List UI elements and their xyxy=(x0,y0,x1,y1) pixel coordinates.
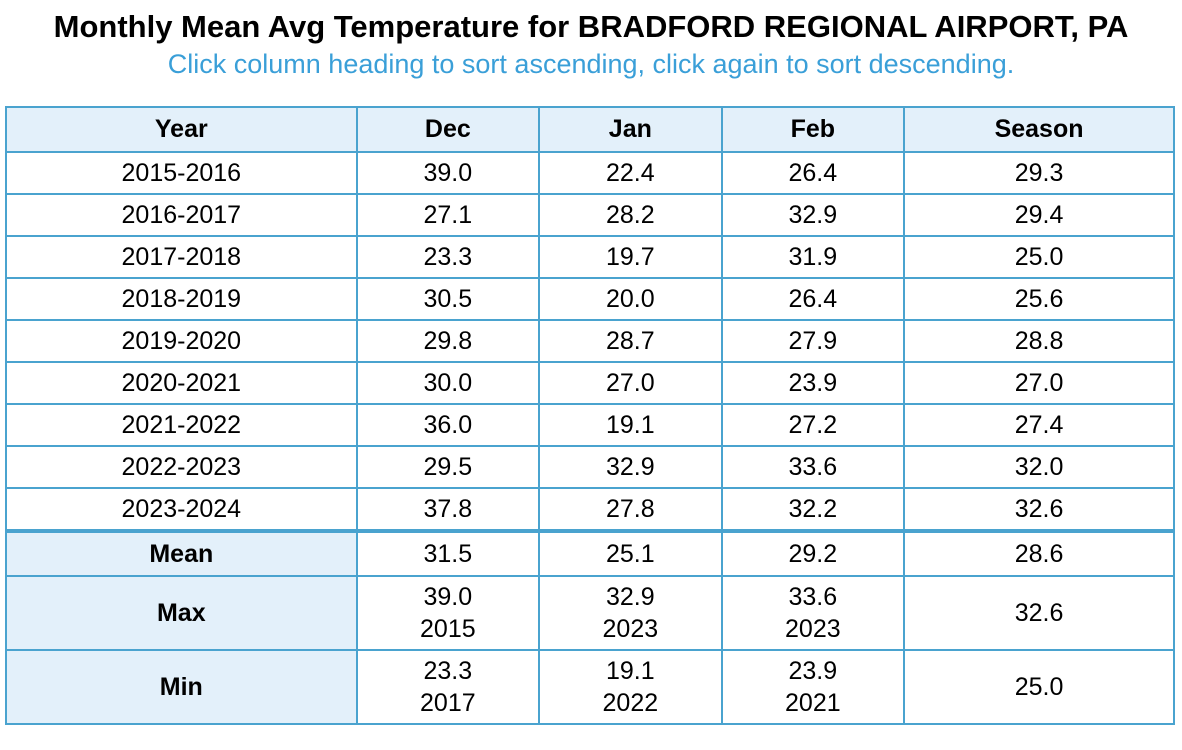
max-jan-year: 2023 xyxy=(602,615,659,643)
cell-year: 2016-2017 xyxy=(5,193,358,237)
cell-year: 2017-2018 xyxy=(5,235,358,279)
cell-feb: 26.4 xyxy=(720,151,906,195)
max-season: 32.6 xyxy=(903,575,1175,651)
cell-feb: 32.2 xyxy=(720,487,906,533)
cell-season: 27.4 xyxy=(903,403,1175,447)
cell-dec: 37.8 xyxy=(355,487,541,533)
table-row: 2016-2017 27.1 28.2 32.9 29.4 xyxy=(5,193,1175,237)
table-row: 2021-2022 36.0 19.1 27.2 27.4 xyxy=(5,403,1175,447)
cell-jan: 28.7 xyxy=(538,319,723,363)
cell-dec: 36.0 xyxy=(355,403,541,447)
summary-label-mean: Mean xyxy=(5,530,358,577)
table-row: 2017-2018 23.3 19.7 31.9 25.0 xyxy=(5,235,1175,279)
cell-season: 25.0 xyxy=(903,235,1175,279)
cell-feb: 27.2 xyxy=(720,403,906,447)
cell-season: 29.3 xyxy=(903,151,1175,195)
temperature-table: Year Dec Jan Feb Season 2015-2016 39.0 2… xyxy=(5,106,1175,725)
max-jan-value: 32.9 xyxy=(606,583,655,611)
column-header-year[interactable]: Year xyxy=(5,106,358,153)
max-feb-year: 2023 xyxy=(785,615,841,643)
cell-jan: 28.2 xyxy=(538,193,723,237)
min-feb: 23.9 2021 xyxy=(720,649,906,725)
summary-row-mean: Mean 31.5 25.1 29.2 28.6 xyxy=(5,530,1175,577)
header-row: Year Dec Jan Feb Season xyxy=(5,106,1175,153)
column-header-jan[interactable]: Jan xyxy=(538,106,723,153)
cell-season: 29.4 xyxy=(903,193,1175,237)
column-header-dec[interactable]: Dec xyxy=(355,106,541,153)
summary-row-max: Max 39.0 2015 32.9 2023 33.6 2023 32.6 xyxy=(5,575,1175,651)
cell-feb: 31.9 xyxy=(720,235,906,279)
min-jan-value: 19.1 xyxy=(606,657,655,685)
cell-jan: 19.1 xyxy=(538,403,723,447)
summary-row-min: Min 23.3 2017 19.1 2022 23.9 2021 25.0 xyxy=(5,649,1175,725)
cell-year: 2021-2022 xyxy=(5,403,358,447)
cell-jan: 32.9 xyxy=(538,445,723,489)
table-row: 2023-2024 37.8 27.8 32.2 32.6 xyxy=(5,487,1175,533)
cell-dec: 23.3 xyxy=(355,235,541,279)
min-dec-year: 2017 xyxy=(420,689,476,717)
min-feb-year: 2021 xyxy=(785,689,841,717)
cell-year: 2015-2016 xyxy=(5,151,358,195)
mean-jan: 25.1 xyxy=(538,530,723,577)
max-feb: 33.6 2023 xyxy=(720,575,906,651)
table-row: 2020-2021 30.0 27.0 23.9 27.0 xyxy=(5,361,1175,405)
cell-jan: 20.0 xyxy=(538,277,723,321)
mean-feb: 29.2 xyxy=(720,530,906,577)
cell-dec: 29.8 xyxy=(355,319,541,363)
cell-season: 27.0 xyxy=(903,361,1175,405)
min-feb-value: 23.9 xyxy=(788,657,838,685)
min-dec-value: 23.3 xyxy=(423,657,473,685)
min-jan-year: 2022 xyxy=(602,689,659,717)
table-row: 2019-2020 29.8 28.7 27.9 28.8 xyxy=(5,319,1175,363)
max-dec-year: 2015 xyxy=(420,615,476,643)
min-jan: 19.1 2022 xyxy=(538,649,723,725)
cell-feb: 23.9 xyxy=(720,361,906,405)
cell-dec: 27.1 xyxy=(355,193,541,237)
min-season: 25.0 xyxy=(903,649,1175,725)
max-feb-value: 33.6 xyxy=(788,583,838,611)
cell-jan: 27.0 xyxy=(538,361,723,405)
max-dec: 39.0 2015 xyxy=(355,575,541,651)
sort-instructions: Click column heading to sort ascending, … xyxy=(167,49,1015,79)
summary-label-max: Max xyxy=(5,575,358,651)
cell-feb: 26.4 xyxy=(720,277,906,321)
summary-label-min: Min xyxy=(5,649,358,725)
table-row: 2018-2019 30.5 20.0 26.4 25.6 xyxy=(5,277,1175,321)
column-header-feb[interactable]: Feb xyxy=(720,106,906,153)
mean-dec: 31.5 xyxy=(355,530,541,577)
cell-year: 2022-2023 xyxy=(5,445,358,489)
cell-dec: 30.5 xyxy=(355,277,541,321)
table-row: 2015-2016 39.0 22.4 26.4 29.3 xyxy=(5,151,1175,195)
cell-dec: 30.0 xyxy=(355,361,541,405)
cell-feb: 32.9 xyxy=(720,193,906,237)
mean-season: 28.6 xyxy=(903,530,1175,577)
column-header-season[interactable]: Season xyxy=(903,106,1175,153)
cell-season: 32.6 xyxy=(903,487,1175,533)
cell-year: 2020-2021 xyxy=(5,361,358,405)
cell-year: 2019-2020 xyxy=(5,319,358,363)
cell-year: 2018-2019 xyxy=(5,277,358,321)
cell-feb: 27.9 xyxy=(720,319,906,363)
cell-season: 32.0 xyxy=(903,445,1175,489)
min-dec: 23.3 2017 xyxy=(355,649,541,725)
max-jan: 32.9 2023 xyxy=(538,575,723,651)
cell-year: 2023-2024 xyxy=(5,487,358,533)
cell-dec: 29.5 xyxy=(355,445,541,489)
table-row: 2022-2023 29.5 32.9 33.6 32.0 xyxy=(5,445,1175,489)
cell-dec: 39.0 xyxy=(355,151,541,195)
cell-feb: 33.6 xyxy=(720,445,906,489)
cell-jan: 22.4 xyxy=(538,151,723,195)
cell-jan: 19.7 xyxy=(538,235,723,279)
cell-season: 25.6 xyxy=(903,277,1175,321)
max-dec-value: 39.0 xyxy=(423,583,473,611)
page-title: Monthly Mean Avg Temperature for BRADFOR… xyxy=(53,9,1129,44)
cell-jan: 27.8 xyxy=(538,487,723,533)
cell-season: 28.8 xyxy=(903,319,1175,363)
